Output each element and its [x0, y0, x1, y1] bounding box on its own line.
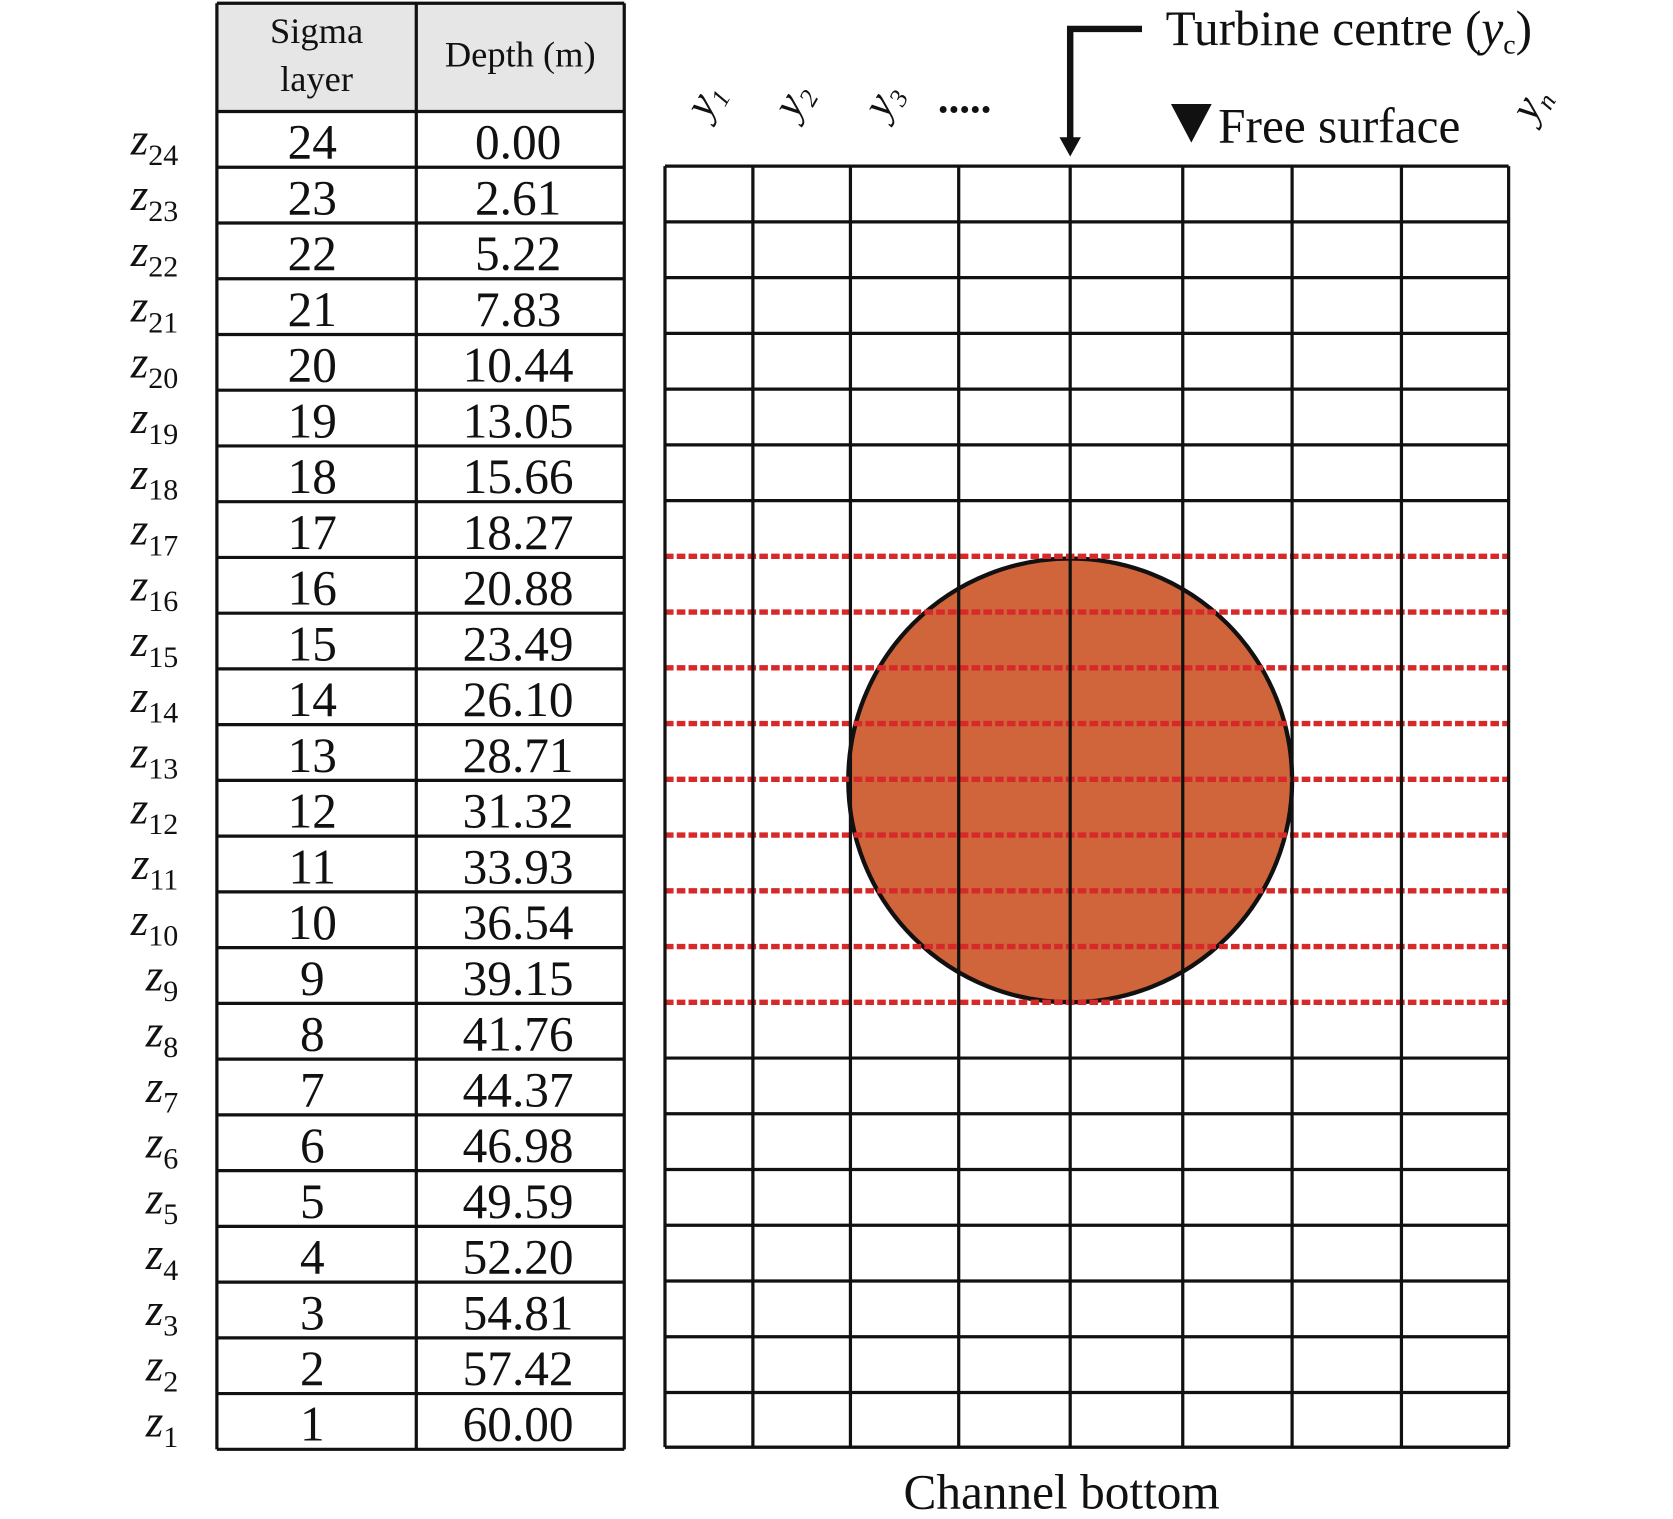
turbine-arrow: [1066, 25, 1143, 145]
sigma-layer: 24: [288, 115, 337, 170]
depth: 15.66: [463, 449, 574, 504]
sigma-layer: 3: [300, 1285, 325, 1340]
depth: 28.71: [463, 728, 574, 783]
depth: 2.61: [475, 170, 561, 225]
sigma-layer: 11: [289, 839, 336, 894]
z-label: z6: [145, 1118, 179, 1176]
depth: 0.00: [475, 115, 561, 170]
z-label: z16: [130, 560, 179, 618]
z-label: z10: [130, 895, 179, 953]
depth: 33.93: [463, 839, 574, 894]
z-label: z23: [130, 170, 179, 228]
sigma-layer: 16: [288, 561, 337, 616]
sigma-layer: 5: [300, 1174, 325, 1229]
z-label: z11: [131, 839, 178, 897]
table-header-cell: Depth (m): [445, 34, 596, 74]
depth: 13.05: [463, 393, 574, 448]
sigma-layer: 10: [288, 895, 337, 950]
depth: 49.59: [463, 1174, 574, 1229]
z-label: z3: [145, 1285, 179, 1343]
sigma-layer: 1: [300, 1397, 325, 1452]
y-column-label: y2: [762, 74, 825, 131]
z-label: z24: [130, 114, 179, 172]
depth: 54.81: [463, 1285, 574, 1340]
sigma-layer: 7: [300, 1062, 325, 1117]
sigma-layer: 2: [300, 1341, 325, 1396]
depth: 39.15: [463, 951, 574, 1006]
sigma-layer: 17: [288, 505, 337, 560]
z-label: z15: [130, 616, 179, 674]
depth: 52.20: [463, 1230, 574, 1285]
z-label: z7: [145, 1062, 179, 1120]
depth: 31.32: [463, 784, 574, 839]
sigma-layer: 20: [288, 338, 337, 393]
depth: 44.37: [463, 1062, 574, 1117]
y-column-label: y1: [674, 74, 737, 131]
sigma-layer: 15: [288, 616, 337, 671]
y-column-label: y3: [852, 74, 915, 131]
depth: 26.10: [463, 672, 574, 727]
z-label: z20: [130, 337, 179, 395]
z-label: z2: [145, 1341, 179, 1399]
z-label: z9: [145, 951, 179, 1009]
depth: 18.27: [463, 505, 574, 560]
depth: 10.44: [463, 338, 574, 393]
depth: 7.83: [475, 282, 561, 337]
sigma-layer: 19: [288, 393, 337, 448]
table-header-cell: Sigma layer: [270, 11, 363, 99]
sigma-layer: 13: [288, 728, 337, 783]
table-header-bg: [216, 3, 625, 112]
z-label: z4: [145, 1229, 179, 1287]
sigma-layer: 18: [288, 449, 337, 504]
depth: 60.00: [463, 1397, 574, 1452]
z-label: z19: [130, 393, 179, 451]
free-surface-label: Free surface: [1218, 99, 1460, 154]
arrow-head: [1059, 137, 1081, 157]
z-label: z14: [130, 672, 179, 730]
grid-overlay: [663, 166, 1511, 1448]
z-label: z17: [130, 505, 179, 563]
sigma-layer: 8: [300, 1007, 325, 1062]
sigma-layer: 23: [288, 170, 337, 225]
z-label: z21: [130, 282, 179, 340]
z-label: z1: [145, 1396, 179, 1454]
depth: 5.22: [475, 226, 561, 281]
turbine-label: Turbine centre (yc): [1166, 1, 1532, 61]
sigma-layer: 14: [288, 672, 337, 727]
z-label: z22: [130, 226, 179, 284]
z-label: z13: [130, 728, 179, 786]
depth: 23.49: [463, 616, 574, 671]
y-column-label: yn: [1499, 77, 1562, 134]
depth: 20.88: [463, 561, 574, 616]
sigma-layer: 4: [300, 1230, 325, 1285]
sigma-layer: 12: [288, 784, 337, 839]
channel-bottom-label: Channel bottom: [903, 1464, 1219, 1519]
sigma-grid: [664, 164, 1509, 1449]
z-label: z18: [130, 449, 179, 507]
sigma-layer: 9: [300, 951, 325, 1006]
sigma-layer: 6: [300, 1118, 325, 1173]
depth: 36.54: [463, 895, 574, 950]
sigma-layer: 21: [288, 282, 337, 337]
z-label: z8: [145, 1006, 179, 1064]
depth: 41.76: [463, 1007, 574, 1062]
depth: 57.42: [463, 1341, 574, 1396]
sigma-layer: 22: [288, 226, 337, 281]
ellipsis: .....: [939, 76, 993, 123]
z-label: z5: [145, 1173, 179, 1231]
free-surface-marker: [1170, 103, 1212, 143]
depth: 46.98: [463, 1118, 574, 1173]
z-label: z12: [130, 783, 179, 841]
